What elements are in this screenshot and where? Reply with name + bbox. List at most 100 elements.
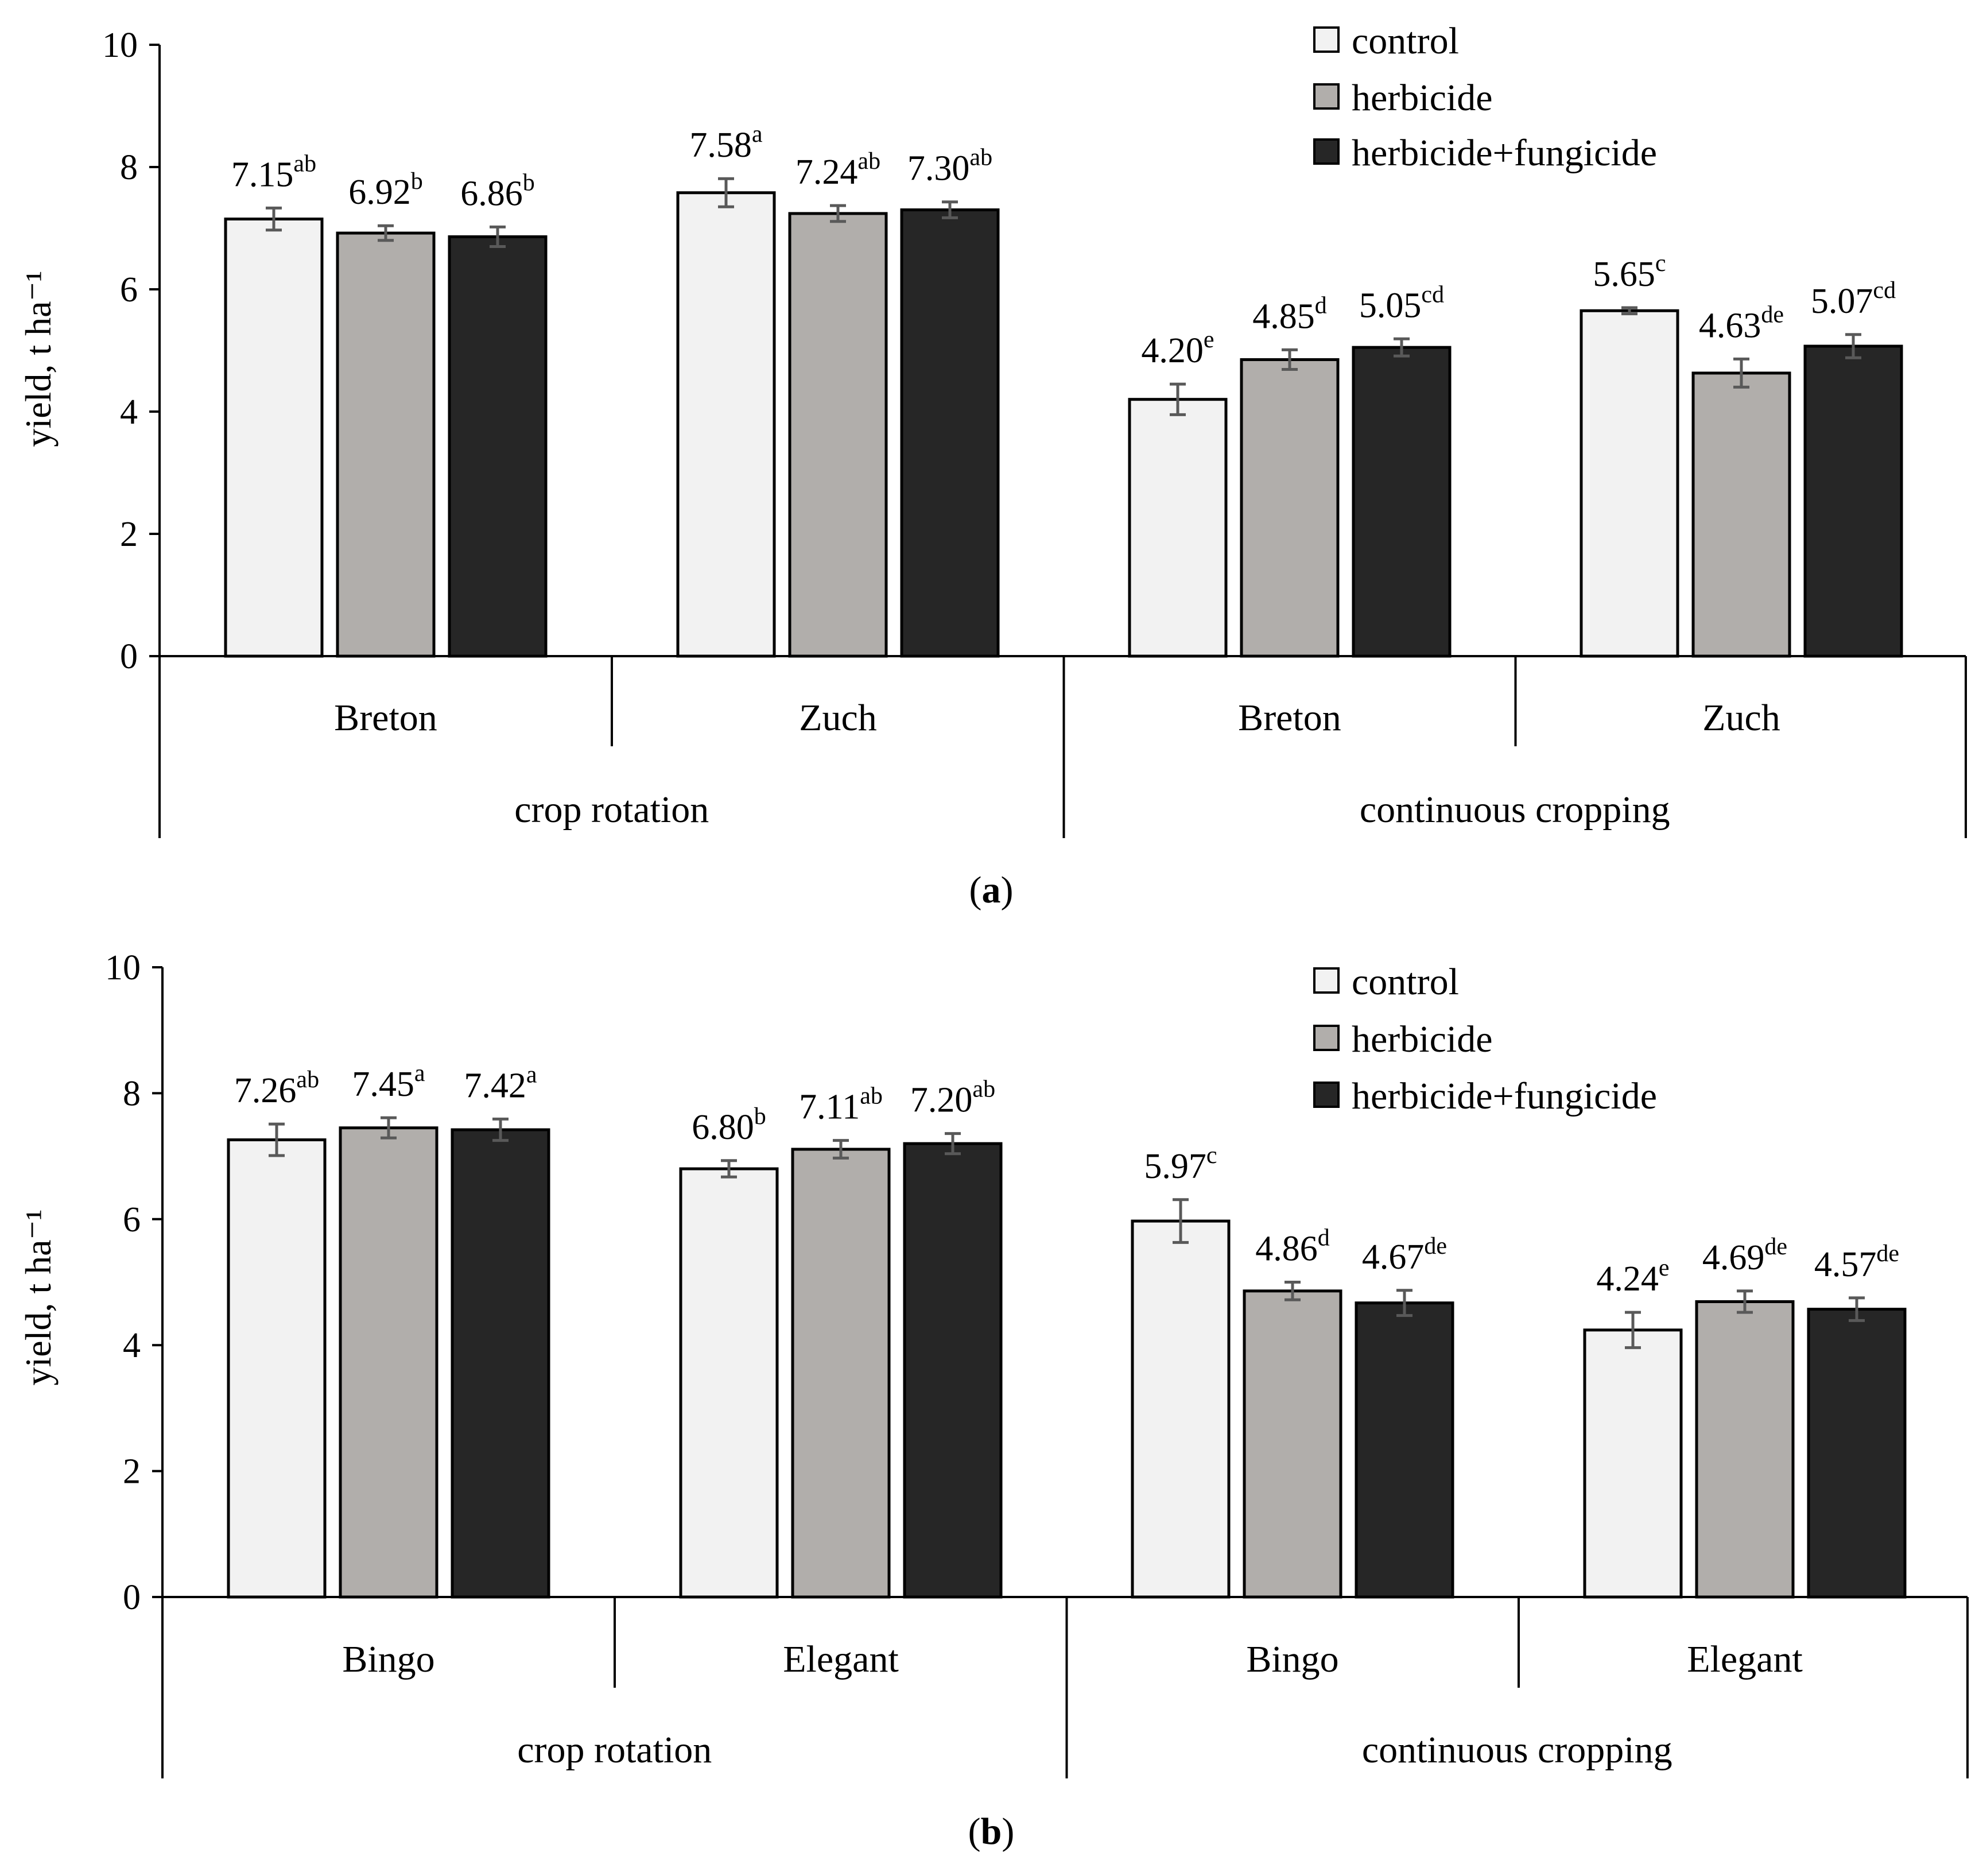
data-label-value: 5.97	[1144, 1147, 1206, 1186]
error-bar	[718, 177, 734, 208]
category-label: Elegant	[1687, 1638, 1803, 1680]
bar-herbicide	[788, 212, 888, 658]
data-label-letters: d	[1318, 1225, 1330, 1251]
data-label-herbicide: 7.24ab	[795, 148, 880, 192]
bar-herbicide	[1240, 358, 1340, 658]
error-bar	[1849, 1296, 1865, 1322]
data-label-herbicide-fungicide: 4.67de	[1362, 1233, 1447, 1277]
error-bars	[269, 1116, 1865, 1350]
error-bar	[1621, 306, 1637, 316]
bar-herbicide-fungicide	[1803, 344, 1903, 658]
group-label: crop rotation	[517, 1729, 712, 1771]
category-label: Bingo	[342, 1638, 434, 1680]
data-labels: 7.26ab6.80b5.97c4.24e7.45a7.11ab4.86d4.6…	[234, 1060, 1899, 1299]
data-label-value: 7.11	[799, 1088, 860, 1127]
data-label-letters: d	[1315, 292, 1327, 319]
bar-herbicide-fungicide	[1352, 346, 1452, 658]
data-label-herbicide: 7.11ab	[799, 1083, 883, 1127]
bar-control	[1580, 309, 1679, 658]
y-tick-label: 6	[123, 1200, 141, 1239]
legend-label-herbicide-fungicide: herbicide+fungicide	[1352, 1075, 1657, 1117]
error-bar	[381, 1116, 397, 1139]
panel-caption: (b)	[968, 1811, 1015, 1852]
category-labels: Bingo Elegant Bingo Elegant	[342, 1638, 1802, 1680]
data-label-letters: a	[526, 1061, 537, 1088]
data-label-letters: c	[1655, 250, 1666, 277]
data-label-letters: b	[523, 169, 535, 196]
group-label: crop rotation	[514, 789, 709, 831]
legend-label-herbicide-fungicide: herbicide+fungicide	[1352, 132, 1657, 174]
bar-control	[1128, 398, 1228, 658]
data-label-herbicide: 4.85d	[1252, 292, 1327, 336]
category-labels: Breton Zuch Breton Zuch	[334, 697, 1780, 739]
y-tick-label: 10	[102, 26, 138, 65]
data-label-value: 5.65	[1593, 255, 1655, 294]
error-bar	[1285, 1281, 1301, 1301]
data-label-control: 4.20e	[1141, 327, 1214, 370]
data-label-letters: de	[1764, 1234, 1787, 1260]
y-tick-label: 4	[120, 393, 138, 432]
data-label-value: 5.07	[1811, 282, 1873, 321]
data-label-value: 5.05	[1359, 286, 1422, 325]
y-tick-label: 8	[120, 148, 138, 187]
data-label-herbicide: 4.63de	[1699, 301, 1784, 345]
data-label-letters: ab	[972, 1076, 995, 1103]
legend: control herbicide herbicide+fungicide	[1313, 20, 1657, 174]
legend-label-control: control	[1352, 20, 1459, 62]
data-label-herbicide-fungicide: 7.20ab	[910, 1076, 995, 1120]
axes	[161, 967, 1969, 1778]
group-labels: crop rotation continuous cropping	[517, 1729, 1672, 1771]
bar-herbicide	[1691, 371, 1791, 658]
legend-label-herbicide: herbicide	[1352, 1018, 1493, 1060]
error-bar	[1845, 333, 1861, 359]
legend-swatch-herbicide-fungicide	[1313, 138, 1340, 165]
legend-label-herbicide: herbicide	[1352, 77, 1493, 119]
bar-herbicide-fungicide	[451, 1128, 550, 1599]
data-label-herbicide-fungicide: 4.57de	[1814, 1241, 1899, 1284]
data-label-herbicide-fungicide: 7.30ab	[907, 145, 992, 188]
data-label-value: 7.20	[910, 1081, 973, 1120]
data-label-value: 7.30	[907, 149, 970, 188]
y-tick-label: 6	[120, 270, 138, 309]
data-label-value: 4.63	[1699, 306, 1761, 345]
data-label-letters: b	[754, 1103, 766, 1130]
data-label-control: 7.58a	[689, 121, 763, 165]
bar-control	[224, 218, 324, 658]
error-bar	[1396, 1289, 1412, 1317]
y-tick-label: 2	[120, 515, 138, 554]
legend-swatch-control	[1313, 26, 1340, 53]
error-bar	[1737, 1289, 1753, 1314]
data-label-value: 7.26	[234, 1071, 297, 1110]
y-tick-label: 4	[123, 1326, 141, 1365]
data-label-value: 6.92	[348, 173, 411, 212]
category-label: Elegant	[783, 1638, 899, 1680]
data-label-letters: ab	[860, 1083, 883, 1110]
y-axis-label: yield, t ha⁻¹	[18, 1209, 59, 1385]
data-label-herbicide: 6.92b	[348, 168, 423, 212]
error-bar	[269, 1122, 285, 1157]
legend-swatch-herbicide	[1313, 1025, 1340, 1051]
y-tick-label: 8	[123, 1074, 141, 1113]
data-label-control: 6.80b	[692, 1103, 766, 1147]
y-tick-label: 2	[123, 1452, 141, 1491]
data-label-control: 5.65c	[1593, 250, 1666, 294]
error-bar	[1173, 1198, 1189, 1244]
data-label-letters: e	[1204, 327, 1214, 353]
category-label: Breton	[1238, 697, 1341, 739]
error-bar	[1625, 1311, 1641, 1350]
bar-herbicide-fungicide	[903, 1142, 1003, 1599]
bar-herbicide	[339, 1126, 438, 1599]
data-label-herbicide: 4.69de	[1702, 1234, 1787, 1277]
y-ticks: 0 2 4 6 8 10	[102, 26, 160, 676]
legend-label-control: control	[1352, 961, 1459, 1003]
error-bar	[945, 1132, 961, 1156]
data-label-letters: de	[1424, 1233, 1447, 1259]
panel-caption-letter: b	[981, 1811, 1002, 1852]
bar-herbicide	[791, 1148, 891, 1599]
bar-control	[227, 1138, 327, 1599]
data-label-letters: cd	[1873, 277, 1896, 304]
error-bar	[1394, 337, 1410, 358]
bar-herbicide	[1695, 1300, 1795, 1599]
